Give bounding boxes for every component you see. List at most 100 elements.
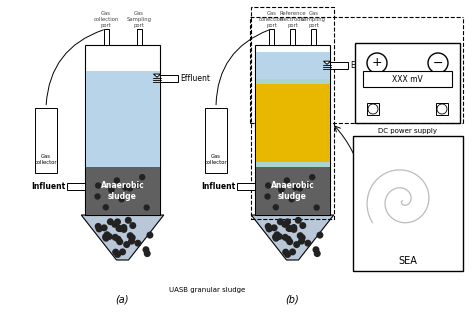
Bar <box>103 29 109 45</box>
Circle shape <box>316 232 323 239</box>
Text: Gas
Sampling
port: Gas Sampling port <box>126 11 152 28</box>
Bar <box>290 29 295 45</box>
Circle shape <box>107 218 114 225</box>
Polygon shape <box>323 61 330 64</box>
Circle shape <box>111 221 118 228</box>
Text: Reference
electrode
port: Reference electrode port <box>279 11 306 28</box>
Text: (b): (b) <box>286 295 299 305</box>
Text: Gas
collection
port: Gas collection port <box>259 11 284 28</box>
Bar <box>255 45 330 215</box>
Circle shape <box>292 184 298 191</box>
Text: Anaerobic
sludge: Anaerobic sludge <box>270 182 314 201</box>
Circle shape <box>265 223 272 230</box>
Circle shape <box>284 218 291 225</box>
Circle shape <box>135 182 141 189</box>
Circle shape <box>119 249 126 255</box>
Circle shape <box>289 249 296 255</box>
Bar <box>436 103 448 115</box>
Circle shape <box>299 222 306 229</box>
Bar <box>367 103 379 115</box>
Circle shape <box>266 225 273 233</box>
Circle shape <box>304 240 312 247</box>
Circle shape <box>143 246 150 253</box>
Text: Influent: Influent <box>201 182 235 191</box>
Bar <box>363 71 452 87</box>
Bar <box>237 183 255 190</box>
Circle shape <box>282 249 289 256</box>
Circle shape <box>144 250 151 257</box>
Circle shape <box>278 186 285 192</box>
Text: +: + <box>371 57 382 69</box>
Circle shape <box>139 174 145 180</box>
Circle shape <box>313 204 320 211</box>
Text: Gas
collector: Gas collector <box>34 154 57 165</box>
Circle shape <box>108 187 115 193</box>
Circle shape <box>286 225 293 232</box>
Circle shape <box>101 224 108 231</box>
Circle shape <box>146 232 153 239</box>
Circle shape <box>122 184 128 191</box>
Circle shape <box>112 249 119 256</box>
Circle shape <box>128 238 135 245</box>
Circle shape <box>298 238 305 245</box>
Text: Anaerobic
sludge: Anaerobic sludge <box>101 182 144 201</box>
Bar <box>353 136 463 271</box>
Circle shape <box>112 234 118 241</box>
Circle shape <box>264 193 271 200</box>
Text: UASB granular sludge: UASB granular sludge <box>169 287 245 293</box>
Circle shape <box>114 218 121 225</box>
Bar <box>255 162 329 167</box>
Bar <box>355 43 460 123</box>
Circle shape <box>295 217 302 224</box>
Circle shape <box>282 234 289 241</box>
Circle shape <box>125 217 132 224</box>
Bar <box>330 62 348 69</box>
Circle shape <box>118 196 125 203</box>
Circle shape <box>106 233 113 240</box>
Circle shape <box>272 235 279 242</box>
Bar <box>136 29 142 45</box>
Circle shape <box>297 185 303 192</box>
Polygon shape <box>153 74 160 77</box>
Circle shape <box>284 177 290 184</box>
Circle shape <box>135 240 142 247</box>
Bar <box>251 7 334 219</box>
Text: −: − <box>433 57 443 69</box>
Circle shape <box>102 204 109 210</box>
Text: Cathode: Cathode <box>436 231 458 236</box>
Circle shape <box>115 236 122 243</box>
Circle shape <box>273 204 279 210</box>
Circle shape <box>114 177 120 184</box>
Circle shape <box>129 234 135 241</box>
Circle shape <box>274 231 280 238</box>
Circle shape <box>114 251 121 258</box>
Circle shape <box>116 238 123 245</box>
Bar <box>85 70 160 167</box>
Circle shape <box>95 223 101 230</box>
Text: DC power supply: DC power supply <box>378 128 437 134</box>
Bar <box>205 107 227 172</box>
Circle shape <box>117 225 124 232</box>
Circle shape <box>272 233 279 240</box>
Text: Effluent: Effluent <box>180 74 210 83</box>
Circle shape <box>277 218 284 225</box>
Circle shape <box>288 196 295 203</box>
Circle shape <box>297 232 303 239</box>
Circle shape <box>143 204 150 211</box>
Circle shape <box>287 238 293 245</box>
Circle shape <box>312 246 320 253</box>
Circle shape <box>116 225 122 232</box>
Circle shape <box>290 224 297 231</box>
Text: SEA: SEA <box>398 256 417 266</box>
Circle shape <box>276 233 283 240</box>
Circle shape <box>103 231 110 238</box>
Bar <box>255 167 329 214</box>
Circle shape <box>287 225 294 232</box>
Bar <box>35 107 57 172</box>
Bar <box>85 45 160 215</box>
Circle shape <box>123 241 130 248</box>
Circle shape <box>305 182 311 189</box>
Text: Gas
collection
port: Gas collection port <box>93 11 118 28</box>
Circle shape <box>96 225 102 233</box>
Circle shape <box>314 250 321 257</box>
